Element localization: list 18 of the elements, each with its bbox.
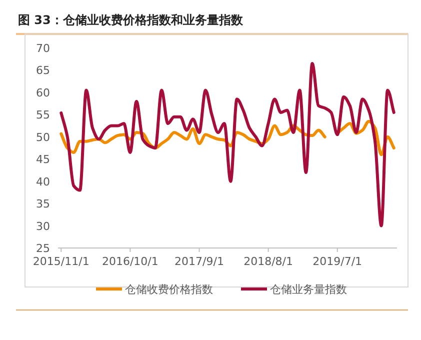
y-tick-label: 40: [36, 175, 50, 188]
chart-title: 图 33：仓储业收费价格指数和业务量指数: [18, 13, 244, 27]
y-tick-label: 60: [36, 86, 50, 100]
y-tick-label: 25: [36, 242, 50, 255]
x-tick-label: 2017/9/1: [174, 255, 224, 268]
y-tick-label: 70: [36, 42, 50, 55]
legend-label: 仓储收费价格指数: [125, 283, 213, 296]
y-tick-label: 50: [36, 130, 50, 144]
x-tick-label: 2019/7/1: [312, 255, 362, 268]
y-tick-label: 35: [36, 198, 50, 211]
y-tick-label: 55: [36, 108, 50, 122]
y-tick-label: 65: [36, 64, 50, 78]
x-tick-label: 2015/11/1: [32, 255, 90, 268]
legend-label: 仓储业务量指数: [270, 283, 347, 296]
x-tick-label: 2018/8/1: [244, 255, 294, 268]
y-tick-label: 30: [36, 220, 50, 233]
x-tick-label: 2016/10/1: [102, 255, 158, 268]
y-tick-label: 45: [36, 153, 50, 166]
